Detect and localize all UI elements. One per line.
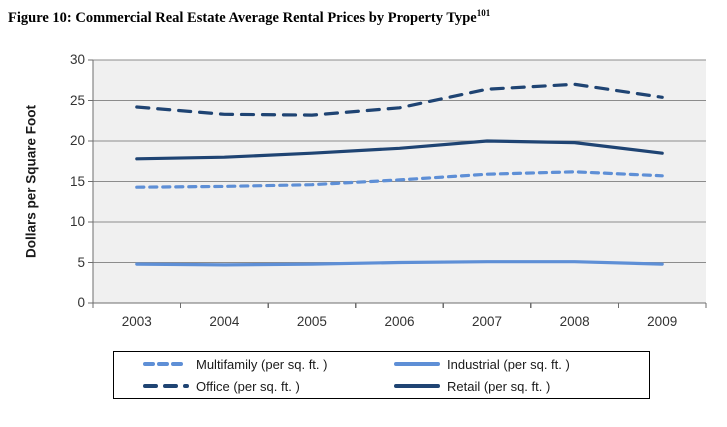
y-tick-label-20: 20 — [69, 133, 85, 148]
plot-area — [88, 59, 707, 308]
y-axis-title: Dollars per Square Foot — [23, 104, 39, 259]
legend-label: Retail (per sq. ft. ) — [447, 378, 551, 394]
series-line-office — [135, 82, 664, 117]
legend-label: Office (per sq. ft. ) — [196, 378, 300, 394]
x-tick-label-2009: 2009 — [647, 314, 678, 329]
legend-label: Industrial (per sq. ft. ) — [447, 356, 570, 372]
y-tick-label-15: 15 — [69, 173, 85, 189]
legend-line-sample — [143, 362, 189, 366]
series-line-retail — [135, 139, 664, 161]
x-tick-label-2004: 2004 — [209, 314, 240, 329]
figure-title-superscript: 101 — [476, 8, 491, 18]
legend-line-sample — [394, 384, 440, 388]
legend-item-industrial: Industrial (per sq. ft. ) — [386, 355, 649, 374]
y-tick-label-10: 10 — [69, 214, 85, 229]
legend-item-multifamily: Multifamily (per sq. ft. ) — [114, 355, 386, 374]
legend-label: Multifamily (per sq. ft. ) — [196, 356, 328, 372]
series-line-industrial — [135, 260, 664, 267]
x-tick-label-2005: 2005 — [296, 314, 327, 329]
y-tick-label-25: 25 — [69, 92, 85, 108]
legend-line-sample — [143, 384, 189, 388]
y-tick-label-5: 5 — [77, 254, 85, 270]
x-tick-label-2003: 2003 — [121, 314, 152, 329]
chart-legend: Multifamily (per sq. ft. ) Industrial (pe… — [113, 351, 650, 399]
series-line-multifamily — [135, 170, 664, 189]
x-tick-label-2008: 2008 — [559, 314, 590, 329]
figure-title-text: Figure 10: Commercial Real Estate Averag… — [8, 9, 477, 26]
chart-canvas — [88, 59, 707, 308]
legend-item-office: Office (per sq. ft. ) — [114, 377, 386, 396]
legend-line-sample — [394, 362, 440, 366]
x-tick-label-2007: 2007 — [472, 314, 503, 329]
y-tick-label-30: 30 — [69, 52, 85, 67]
x-tick-label-2006: 2006 — [384, 314, 415, 329]
y-tick-label-0: 0 — [77, 295, 85, 310]
figure-title: Figure 10: Commercial Real Estate Averag… — [8, 8, 708, 27]
legend-item-retail: Retail (per sq. ft. ) — [386, 377, 649, 396]
